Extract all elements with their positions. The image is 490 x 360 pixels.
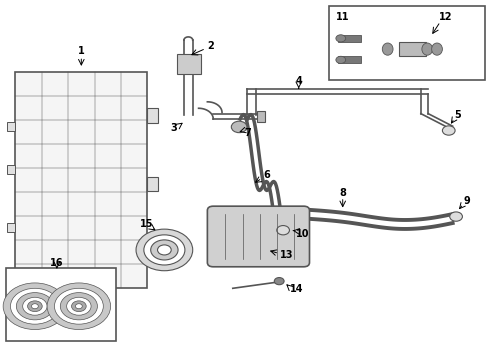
Circle shape <box>274 278 284 285</box>
Text: 12: 12 <box>439 12 452 22</box>
Circle shape <box>442 126 455 135</box>
Ellipse shape <box>422 43 433 55</box>
Circle shape <box>23 297 47 315</box>
Circle shape <box>72 301 86 312</box>
FancyBboxPatch shape <box>207 206 310 267</box>
Text: 3: 3 <box>171 123 177 133</box>
Circle shape <box>60 293 98 320</box>
Circle shape <box>151 240 178 260</box>
Circle shape <box>136 229 193 271</box>
Circle shape <box>336 56 345 63</box>
Circle shape <box>16 293 53 320</box>
Bar <box>257 111 265 122</box>
Circle shape <box>231 121 247 133</box>
Text: 11: 11 <box>336 12 349 22</box>
Text: 15: 15 <box>140 219 153 229</box>
Circle shape <box>75 304 82 309</box>
Circle shape <box>47 283 111 329</box>
Bar <box>6 165 15 174</box>
Bar <box>399 42 426 56</box>
Bar <box>15 72 147 288</box>
Ellipse shape <box>382 43 393 55</box>
Circle shape <box>277 226 290 235</box>
Text: 7: 7 <box>244 128 251 138</box>
Bar <box>338 56 361 63</box>
Bar <box>147 177 158 192</box>
Bar <box>329 6 486 80</box>
Circle shape <box>158 245 171 255</box>
Text: 4: 4 <box>295 76 302 86</box>
Circle shape <box>10 288 59 324</box>
Circle shape <box>450 212 463 221</box>
Text: 9: 9 <box>464 196 471 206</box>
Circle shape <box>27 301 42 312</box>
Text: 2: 2 <box>207 41 214 50</box>
Circle shape <box>3 283 67 329</box>
Bar <box>5 268 116 341</box>
Text: 16: 16 <box>50 258 64 268</box>
Text: 13: 13 <box>280 250 294 260</box>
Bar <box>6 122 15 131</box>
Bar <box>338 35 361 42</box>
Bar <box>176 54 201 74</box>
Bar <box>147 248 158 262</box>
Circle shape <box>31 304 38 309</box>
Circle shape <box>67 297 91 315</box>
Text: 10: 10 <box>296 229 309 239</box>
Text: 6: 6 <box>264 170 270 180</box>
Circle shape <box>54 288 103 324</box>
Text: 1: 1 <box>78 46 85 56</box>
Text: 14: 14 <box>290 284 303 294</box>
Text: 5: 5 <box>454 110 461 120</box>
Circle shape <box>336 35 345 42</box>
Circle shape <box>144 235 185 265</box>
Ellipse shape <box>432 43 442 55</box>
Bar <box>6 223 15 232</box>
Text: 8: 8 <box>339 188 346 198</box>
Bar <box>147 108 158 123</box>
